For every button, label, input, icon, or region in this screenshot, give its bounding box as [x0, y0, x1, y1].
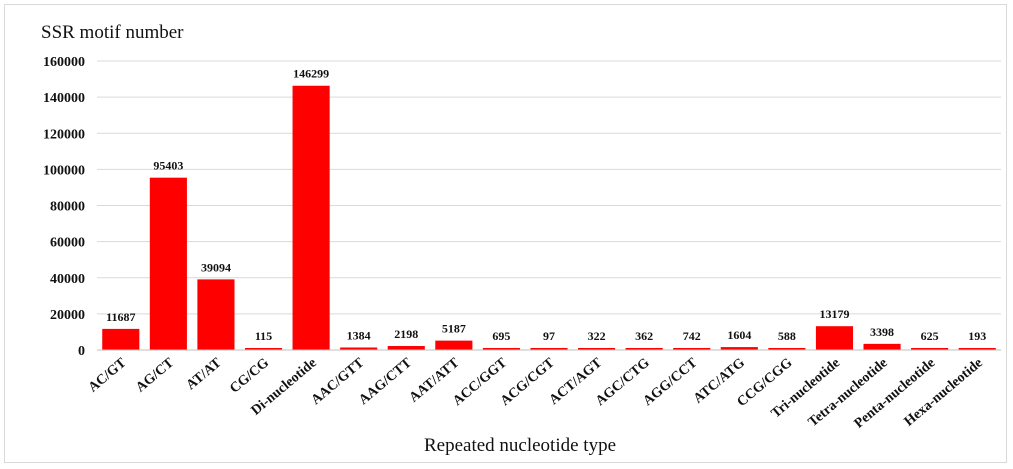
data-label: 1384 [347, 329, 371, 343]
y-tick-label: 40000 [50, 272, 85, 287]
bar [720, 347, 758, 350]
bar [149, 177, 187, 350]
bar [911, 348, 949, 350]
data-label: 3398 [870, 325, 894, 339]
chart-frame: 0 20000 40000 60000 80000 100000 120000 140000 1… [4, 4, 1007, 463]
data-label: 2198 [394, 327, 418, 341]
gridlines [97, 60, 1001, 315]
bar [244, 348, 283, 350]
bar [863, 343, 901, 350]
data-label: 742 [683, 329, 701, 343]
y-tick-label: 140000 [43, 91, 85, 106]
x-tick-label: AC/GT [86, 355, 130, 395]
y-tick-label: 120000 [43, 127, 85, 142]
bar-chart: 0 20000 40000 60000 80000 100000 120000 140000 1… [41, 22, 1001, 456]
x-axis-title: Repeated nucleotide type [424, 435, 616, 456]
data-label: 695 [492, 329, 510, 343]
data-label: 115 [255, 329, 272, 343]
x-tick-label: AG/CT [133, 355, 177, 395]
bar [530, 348, 568, 350]
y-tick-label: 0 [78, 344, 85, 359]
bar [435, 340, 473, 350]
data-label: 11687 [106, 310, 135, 324]
data-label: 1604 [727, 328, 751, 342]
y-axis-title: SSR motif number [41, 22, 184, 43]
bar [197, 279, 235, 350]
data-label: 5187 [442, 322, 466, 336]
bar [958, 348, 996, 350]
y-axis-ticks: 0 20000 40000 60000 80000 100000 120000 140000 1… [43, 55, 85, 359]
bar [292, 85, 330, 350]
data-label: 362 [635, 329, 653, 343]
bars [102, 85, 996, 350]
bar [482, 348, 520, 350]
data-label: 95403 [153, 159, 183, 173]
data-label: 588 [778, 329, 796, 343]
bar [340, 347, 378, 350]
bar [673, 348, 711, 350]
x-tick-label: AAG/CTT [356, 355, 415, 408]
data-label: 13179 [819, 307, 849, 321]
x-tick-label: Penta-nucleotide [852, 356, 938, 432]
y-tick-label: 160000 [43, 55, 85, 70]
data-labels: 11687 95403 39094 115 146299 1384 2198 5187 695 9… [106, 67, 986, 343]
bar [102, 328, 140, 350]
x-tick-label: AGG/CCT [641, 355, 701, 409]
data-label: 193 [968, 329, 986, 343]
x-tick-label: CG/CG [227, 356, 272, 397]
data-label: 146299 [293, 67, 329, 81]
y-tick-label: 100000 [43, 163, 85, 178]
bar [387, 346, 425, 350]
bar [815, 326, 854, 350]
bar [578, 348, 616, 350]
y-tick-label: 20000 [50, 308, 85, 323]
bar [625, 348, 663, 350]
x-tick-label: Tetra-nucleotide [806, 356, 891, 431]
data-label: 322 [588, 329, 606, 343]
x-tick-label: AT/AT [184, 355, 225, 393]
data-label: 625 [921, 329, 939, 343]
x-axis-categories: AC/GT AG/CT AT/AT CG/CGDi-nucleotideAAC/GTT… [86, 355, 986, 431]
bar [768, 348, 806, 350]
y-tick-label: 60000 [50, 236, 85, 251]
data-label: 39094 [201, 260, 231, 274]
y-tick-label: 80000 [50, 200, 85, 215]
data-label: 97 [543, 329, 555, 343]
